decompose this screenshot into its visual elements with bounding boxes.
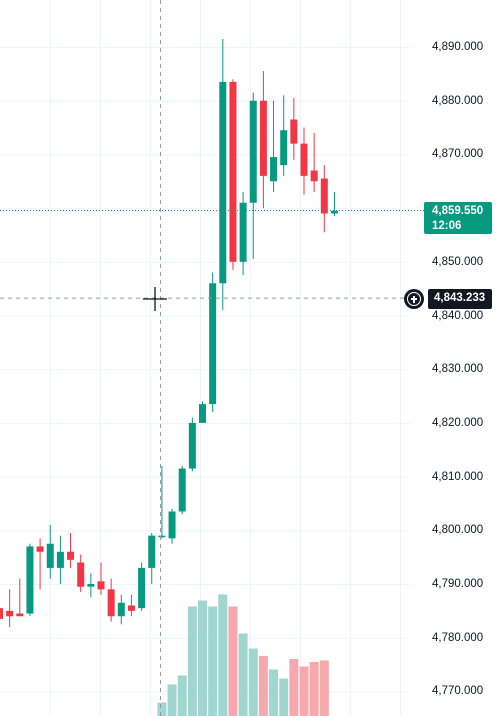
- candle-body: [270, 157, 278, 182]
- price-axis-tick-label: 4,770.000: [432, 685, 484, 698]
- volume-bar: [157, 702, 167, 716]
- bar-countdown: 12:06: [432, 220, 462, 232]
- volume-bar: [208, 606, 218, 716]
- candle-body: [229, 81, 237, 262]
- crosshair-cursor-icon: [143, 287, 167, 311]
- candle-body: [77, 562, 85, 587]
- volume-bar: [319, 660, 329, 716]
- volume-bar: [177, 675, 187, 716]
- candle-body: [330, 210, 338, 214]
- crosshair-price-label: 4,843.233: [428, 289, 492, 309]
- volume-bar: [269, 669, 279, 716]
- price-axis[interactable]: 4,890.0004,880.0004,870.0004,860.0004,85…: [410, 0, 496, 716]
- candle-body: [117, 602, 125, 617]
- candle-body: [87, 584, 95, 587]
- candle-body: [239, 202, 247, 262]
- candlestick-series: [0, 38, 338, 627]
- price-axis-tick-label: 4,780.000: [432, 631, 484, 644]
- volume-bar: [218, 594, 228, 716]
- candle-body: [320, 178, 328, 214]
- candle-body: [97, 581, 105, 590]
- candle-body: [6, 610, 14, 617]
- last-price-value: 4,859.550: [432, 205, 484, 217]
- candle-body: [259, 100, 267, 176]
- candle-body: [300, 143, 308, 176]
- candle-body: [26, 546, 34, 614]
- volume-bar: [309, 662, 319, 716]
- add-alert-plus-icon[interactable]: [404, 289, 424, 309]
- volume-bar: [238, 633, 248, 716]
- candle-body: [249, 100, 257, 203]
- candle-body: [107, 589, 115, 617]
- candle-body: [67, 551, 75, 560]
- price-axis-tick-label: 4,890.000: [432, 41, 484, 53]
- volume-bar: [167, 684, 177, 716]
- candle-body: [0, 608, 3, 619]
- candle-body: [138, 567, 146, 609]
- candle-body: [310, 170, 318, 182]
- volume-bar: [228, 606, 238, 716]
- candle-body: [188, 422, 196, 469]
- candle-body: [280, 130, 288, 166]
- candle-body: [16, 613, 24, 617]
- volume-bar: [279, 678, 289, 716]
- price-axis-tick-label: 4,870.000: [432, 148, 484, 161]
- candle-body: [178, 468, 186, 512]
- candle-body: [158, 535, 166, 538]
- price-axis-tick-label: 4,880.000: [432, 94, 484, 107]
- candle-body: [148, 535, 156, 568]
- price-axis-tick-label: 4,790.000: [432, 578, 484, 590]
- volume-bar: [198, 600, 207, 716]
- candle-body: [199, 404, 206, 423]
- price-axis-tick-label: 4,810.000: [432, 470, 484, 483]
- candle-body: [46, 543, 54, 568]
- price-axis-tick-label: 4,840.000: [432, 309, 484, 322]
- volume-bar: [187, 606, 197, 716]
- volume-bar: [299, 666, 309, 716]
- candle-body: [168, 511, 176, 539]
- candle-body: [219, 81, 227, 284]
- candle-body: [56, 551, 64, 568]
- volume-bar: [289, 659, 299, 716]
- price-axis-tick-label: 4,830.000: [432, 363, 484, 376]
- volume-bar: [248, 648, 258, 716]
- candle-body: [209, 283, 217, 405]
- last-price-label: 4,859.550 12:06: [424, 202, 492, 234]
- price-axis-tick-label: 4,820.000: [432, 416, 484, 429]
- price-axis-tick-label: 4,800.000: [432, 524, 484, 537]
- candle-body: [36, 546, 44, 552]
- crosshair-price-value: 4,843.233: [434, 292, 486, 304]
- candle-body: [290, 119, 298, 144]
- price-axis-tick-label: 4,850.000: [432, 255, 484, 268]
- volume-bar: [258, 656, 268, 716]
- volume-bars: [157, 594, 329, 716]
- candle-body: [127, 605, 135, 611]
